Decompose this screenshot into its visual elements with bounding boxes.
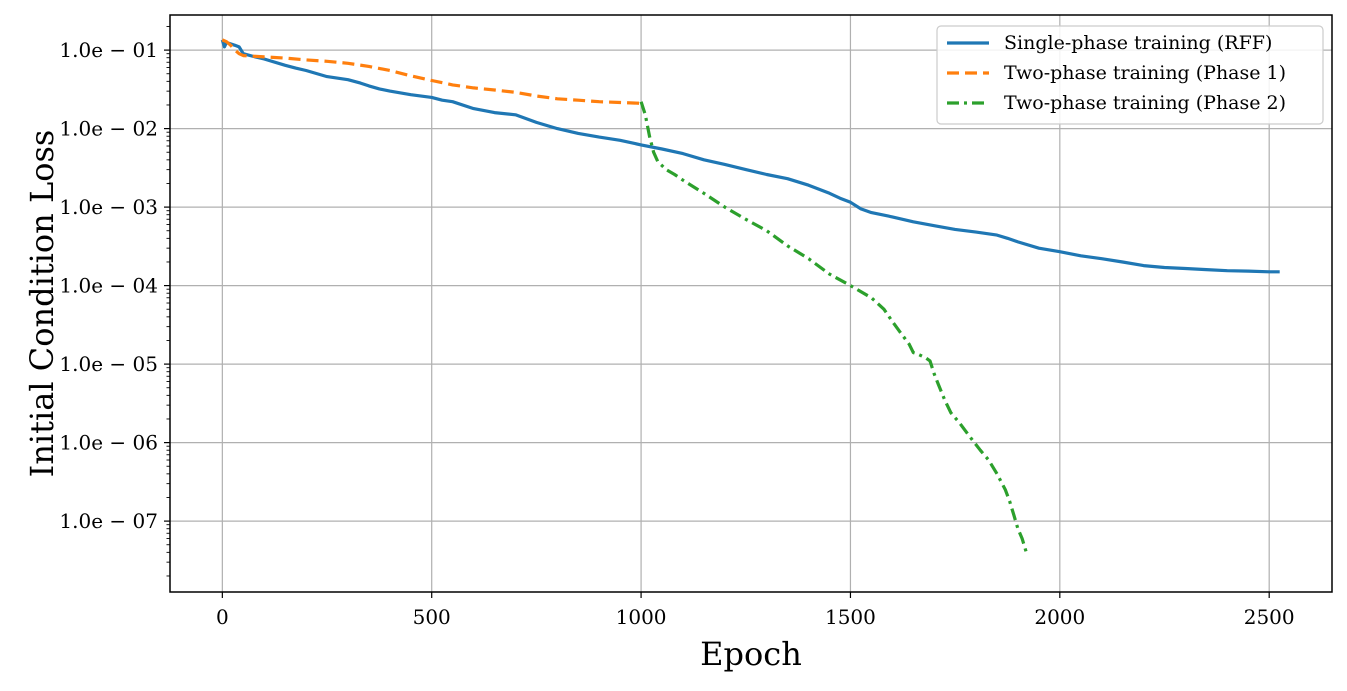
plot-frame bbox=[169, 14, 1333, 593]
x-tick-label: 1000 bbox=[616, 605, 667, 629]
y-tick-label: 1.0e − 01 bbox=[59, 38, 158, 62]
legend-box bbox=[936, 25, 1324, 125]
y-tick-label: 1.0e − 02 bbox=[59, 117, 158, 141]
series-line-3 bbox=[639, 101, 1028, 553]
series-line-1 bbox=[220, 39, 1280, 274]
x-tick-label: 2000 bbox=[1034, 605, 1085, 629]
x-tick-label: 2500 bbox=[1244, 605, 1295, 629]
legend-label-3: Two-phase training (Phase 2) bbox=[1004, 92, 1286, 114]
x-tick-label: 0 bbox=[216, 605, 229, 629]
legend-label-2: Two-phase training (Phase 1) bbox=[1004, 62, 1286, 84]
y-tick-label: 1.0e − 07 bbox=[59, 509, 158, 533]
ticks: 0 500 1000 1500 2000 2500 1.0e − 01 1.0e − 02 1.… bbox=[59, 26, 1295, 629]
x-tick-label: 500 bbox=[413, 605, 451, 629]
legend: Single-phase training (RFF) Two-phase tra… bbox=[936, 25, 1324, 125]
y-tick-label: 1.0e − 05 bbox=[59, 352, 158, 376]
y-tick-label: 1.0e − 04 bbox=[59, 274, 158, 298]
series-line-2 bbox=[221, 38, 642, 105]
y-axis-title: Initial Condition Loss bbox=[23, 130, 61, 478]
y-tick-label: 1.0e − 03 bbox=[59, 195, 158, 219]
series-lines bbox=[220, 38, 1280, 553]
y-tick-label: 1.0e − 06 bbox=[59, 431, 158, 455]
x-axis-title: Epoch bbox=[700, 635, 802, 673]
legend-label-1: Single-phase training (RFF) bbox=[1004, 32, 1272, 54]
x-tick-label: 1500 bbox=[825, 605, 876, 629]
